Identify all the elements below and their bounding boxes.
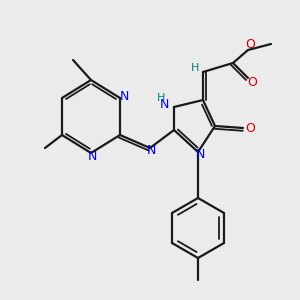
Text: H: H <box>157 93 165 103</box>
Text: N: N <box>195 148 205 161</box>
Text: O: O <box>245 38 255 52</box>
Text: H: H <box>191 63 199 73</box>
Text: N: N <box>119 91 129 103</box>
Text: O: O <box>247 76 257 89</box>
Text: N: N <box>146 143 156 157</box>
Text: N: N <box>160 98 169 112</box>
Text: N: N <box>87 149 97 163</box>
Text: O: O <box>245 122 255 136</box>
